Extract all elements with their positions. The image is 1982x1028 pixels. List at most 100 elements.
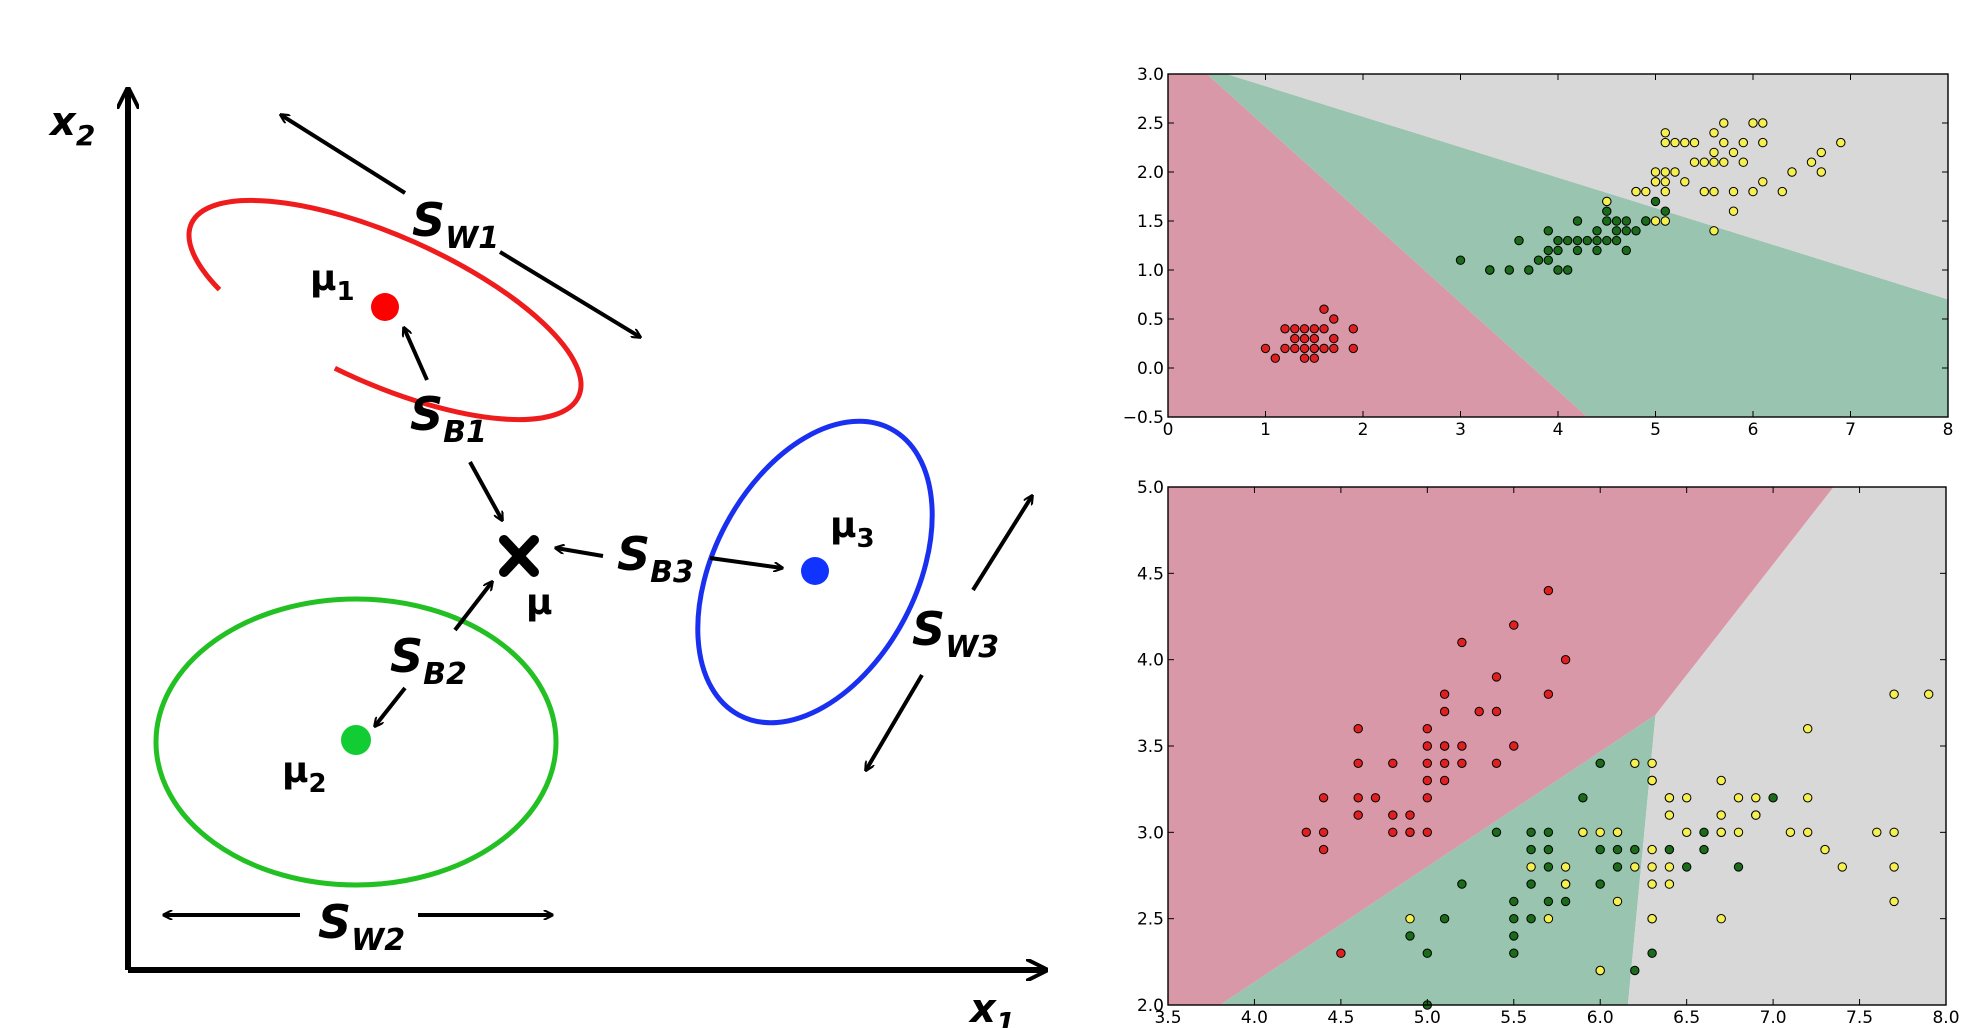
bottom-plot-point-yellow-30 (1751, 810, 1761, 820)
sb3-arrow-to-mu3 (709, 556, 782, 568)
top-plot-point-green-37 (1602, 206, 1612, 216)
bottom-plot-point-yellow-37 (1837, 862, 1847, 872)
top-plot-point-yellow-2 (1641, 186, 1651, 197)
top-plot-xtick-label: 6 (1748, 420, 1759, 440)
bottom-plot-point-green-30 (1630, 844, 1640, 855)
bottom-plot-point-red-26 (1457, 758, 1467, 768)
bottom-plot-point-yellow-27 (1716, 775, 1726, 786)
top-plot-point-green-28 (1621, 226, 1631, 236)
bottom-plot-point-green-9 (1509, 896, 1519, 907)
top-plot-point-red-3 (1290, 343, 1300, 354)
top-plot-xtick-label: 2 (1358, 420, 1369, 440)
bottom-plot-point-red-15 (1422, 827, 1432, 837)
top-plot-point-yellow-12 (1670, 167, 1680, 177)
bottom-plot-point-green-21 (1578, 793, 1588, 803)
top-plot-point-yellow-41 (1816, 167, 1826, 177)
top-plot-xtick-label: 7 (1845, 420, 1856, 440)
top-plot-ytick-label: 2.0 (1137, 163, 1164, 183)
bottom-plot-point-yellow-24 (1716, 914, 1726, 924)
bottom-plot-point-green-12 (1526, 844, 1536, 855)
bottom-plot-point-yellow-35 (1803, 724, 1813, 734)
top-plot-point-red-14 (1319, 304, 1329, 314)
bottom-plot-point-red-33 (1509, 741, 1519, 751)
top-plot-point-red-21 (1299, 324, 1310, 334)
bottom-plot-xtick-label: 6.0 (1587, 1008, 1614, 1028)
top-plot-point-green-26 (1611, 216, 1622, 226)
top-plot-point-yellow-14 (1680, 177, 1690, 187)
top-plot-point-green-14 (1572, 245, 1583, 256)
bottom-plot-point-red-30 (1491, 758, 1502, 768)
top-plot-point-yellow-38 (1777, 186, 1787, 197)
top-plot-point-yellow-19 (1699, 157, 1709, 167)
bottom-plot-point-yellow-18 (1664, 879, 1675, 889)
bottom-plot-point-yellow-23 (1682, 793, 1692, 803)
top-plot-point-yellow-33 (1748, 186, 1758, 197)
top-plot-point-green-27 (1621, 245, 1631, 256)
top-plot-point-green-10 (1553, 245, 1563, 256)
bottom-plot-xtick-label: 5.0 (1414, 1008, 1441, 1028)
bottom-plot-xtick-label: 7.5 (1846, 1008, 1873, 1028)
top-plot-region-green (1207, 74, 1948, 417)
bottom-plot-point-red-18 (1422, 758, 1432, 768)
top-plot-xtick-label: 0 (1163, 420, 1174, 440)
top-plot-point-yellow-18 (1699, 186, 1709, 197)
bottom-plot-point-red-29 (1474, 706, 1484, 717)
bottom-plot-point-yellow-10 (1630, 862, 1640, 872)
bottom-plot-point-red-25 (1439, 689, 1450, 699)
bottom-plot-point-green-38 (1699, 827, 1709, 837)
bottom-plot-point-green-29 (1630, 965, 1640, 976)
top-plot-ytick-label: −0.5 (1123, 408, 1164, 428)
sb2-arrow-to-mu2 (375, 686, 407, 726)
top-plot-point-red-17 (1329, 314, 1339, 324)
top-plot-xtick-label: 8 (1943, 420, 1954, 440)
top-plot-point-green-33 (1650, 196, 1661, 207)
top-plot-point-red-9 (1309, 353, 1320, 363)
top-plot-ytick-label: 0.0 (1137, 359, 1164, 379)
decision-regions-plot-petal: 0 1 2 3 4 5 6 7 8 −0.5 0.0 0.5 1.0 1.5 2.0 2.5 3.0 (1123, 65, 1954, 440)
top-plot-point-green-30 (1631, 226, 1641, 236)
top-plot-point-yellow-31 (1738, 157, 1748, 167)
bottom-plot-point-yellow-36 (1820, 844, 1830, 855)
sw1-arrow-left (281, 115, 407, 195)
class-2-ellipse (153, 596, 559, 888)
bottom-plot-point-green-27 (1612, 844, 1623, 855)
bottom-plot-point-yellow-39 (1889, 896, 1899, 907)
top-plot-point-green-34 (1660, 206, 1670, 216)
bottom-plot-point-red-27 (1457, 741, 1467, 751)
top-plot-point-red-13 (1319, 324, 1329, 334)
top-plot-point-red-20 (1280, 324, 1290, 334)
overall-mean-label: μ (526, 582, 553, 623)
bottom-plot-point-green-0 (1405, 931, 1415, 941)
bottom-plot-point-yellow-26 (1716, 810, 1726, 820)
bottom-plot-point-yellow-20 (1664, 810, 1675, 820)
top-plot-point-green-20 (1592, 226, 1602, 236)
bottom-plot-point-red-0 (1301, 827, 1312, 837)
bottom-plot-ytick-label: 3.0 (1137, 823, 1164, 843)
top-plot-ytick-label: 1.5 (1137, 212, 1164, 232)
sb1-arrow-to-mu1 (404, 328, 429, 381)
top-plot-point-green-15 (1572, 235, 1583, 246)
bottom-plot-region-gray (1627, 487, 1946, 1005)
bottom-plot-point-green-25 (1595, 758, 1605, 768)
bottom-plot-ytick-label: 2.5 (1137, 910, 1164, 930)
bottom-plot-point-red-14 (1405, 810, 1415, 820)
bottom-plot-point-red-7 (1353, 758, 1363, 768)
bottom-plot-xtick-label: 4.0 (1241, 1008, 1268, 1028)
top-plot-point-red-24 (1290, 324, 1300, 334)
bottom-plot-ytick-label: 2.0 (1137, 996, 1164, 1016)
top-plot-point-yellow-11 (1660, 128, 1670, 138)
bottom-plot-point-red-34 (1509, 620, 1519, 630)
top-plot-point-yellow-44 (1650, 177, 1661, 187)
bottom-plot-point-red-1 (1318, 844, 1329, 855)
bottom-plot-region-red (1168, 487, 1834, 1005)
bottom-plot-point-green-14 (1543, 896, 1554, 907)
bottom-plot-point-green-24 (1595, 844, 1605, 855)
sb2-label: SB2 (390, 629, 467, 692)
bottom-plot-point-green-10 (1526, 914, 1536, 924)
bottom-plot-point-red-39 (1405, 827, 1415, 837)
bottom-plot-point-yellow-5 (1578, 827, 1588, 837)
top-plot-point-red-22 (1319, 343, 1329, 354)
sb1-arrow-to-mu (468, 461, 502, 520)
top-plot-point-red-10 (1309, 324, 1320, 334)
top-plot-point-yellow-29 (1728, 186, 1739, 197)
